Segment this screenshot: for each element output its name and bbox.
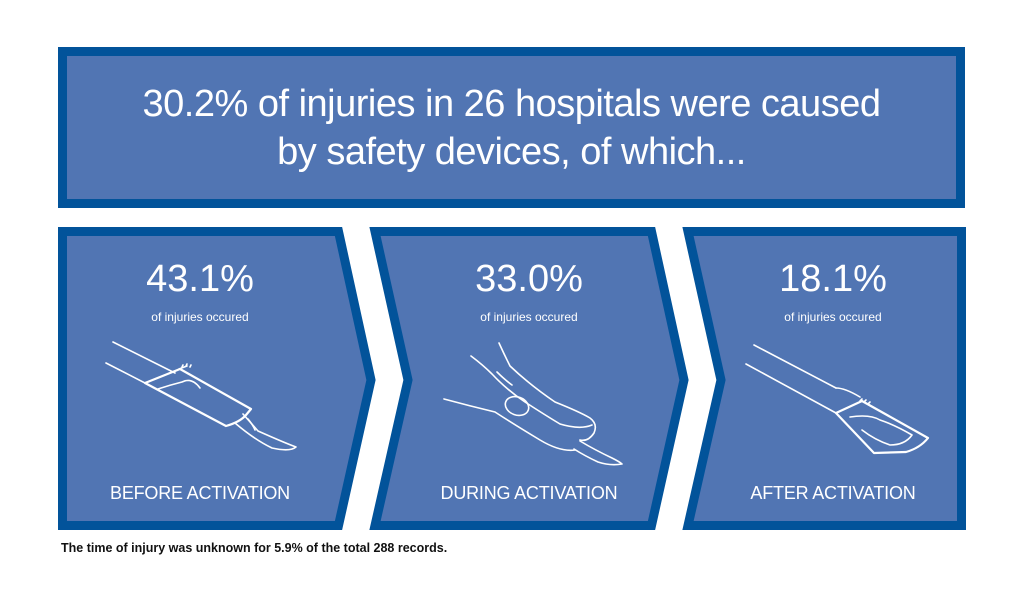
percent-value: 18.1% bbox=[779, 258, 887, 300]
finger-activating-syringe-icon bbox=[443, 342, 623, 466]
panel-during-activation: 33.0% of injuries occured DURING ACTIVAT… bbox=[395, 227, 663, 530]
percent-subtitle: of injuries occured bbox=[784, 310, 882, 324]
percent-subtitle: of injuries occured bbox=[480, 310, 578, 324]
headline-line-2: by safety devices, of which... bbox=[277, 131, 746, 173]
panel-after-activation: 18.1% of injuries occured AFTER ACTIVATI… bbox=[700, 227, 966, 530]
panel-before-shape bbox=[58, 227, 376, 530]
banner-box bbox=[58, 47, 965, 208]
percent-subtitle: of injuries occured bbox=[151, 310, 249, 324]
stage-label: BEFORE ACTIVATION bbox=[110, 483, 290, 503]
stage-label: AFTER ACTIVATION bbox=[750, 483, 916, 503]
headline-banner: 30.2% of injuries in 26 hospitals were c… bbox=[67, 57, 956, 199]
panel-during-shape bbox=[369, 227, 689, 530]
headline-line-1: 30.2% of injuries in 26 hospitals were c… bbox=[142, 83, 881, 125]
percent-value: 33.0% bbox=[475, 258, 583, 300]
footnote: The time of injury was unknown for 5.9% … bbox=[61, 541, 448, 555]
syringe-before-activation-icon bbox=[105, 341, 297, 451]
percent-value: 43.1% bbox=[146, 258, 254, 300]
syringe-after-activation-icon bbox=[745, 344, 930, 455]
stage-label: DURING ACTIVATION bbox=[440, 483, 618, 503]
panel-before-activation: 43.1% of injuries occured BEFORE ACTIVAT… bbox=[67, 227, 333, 530]
